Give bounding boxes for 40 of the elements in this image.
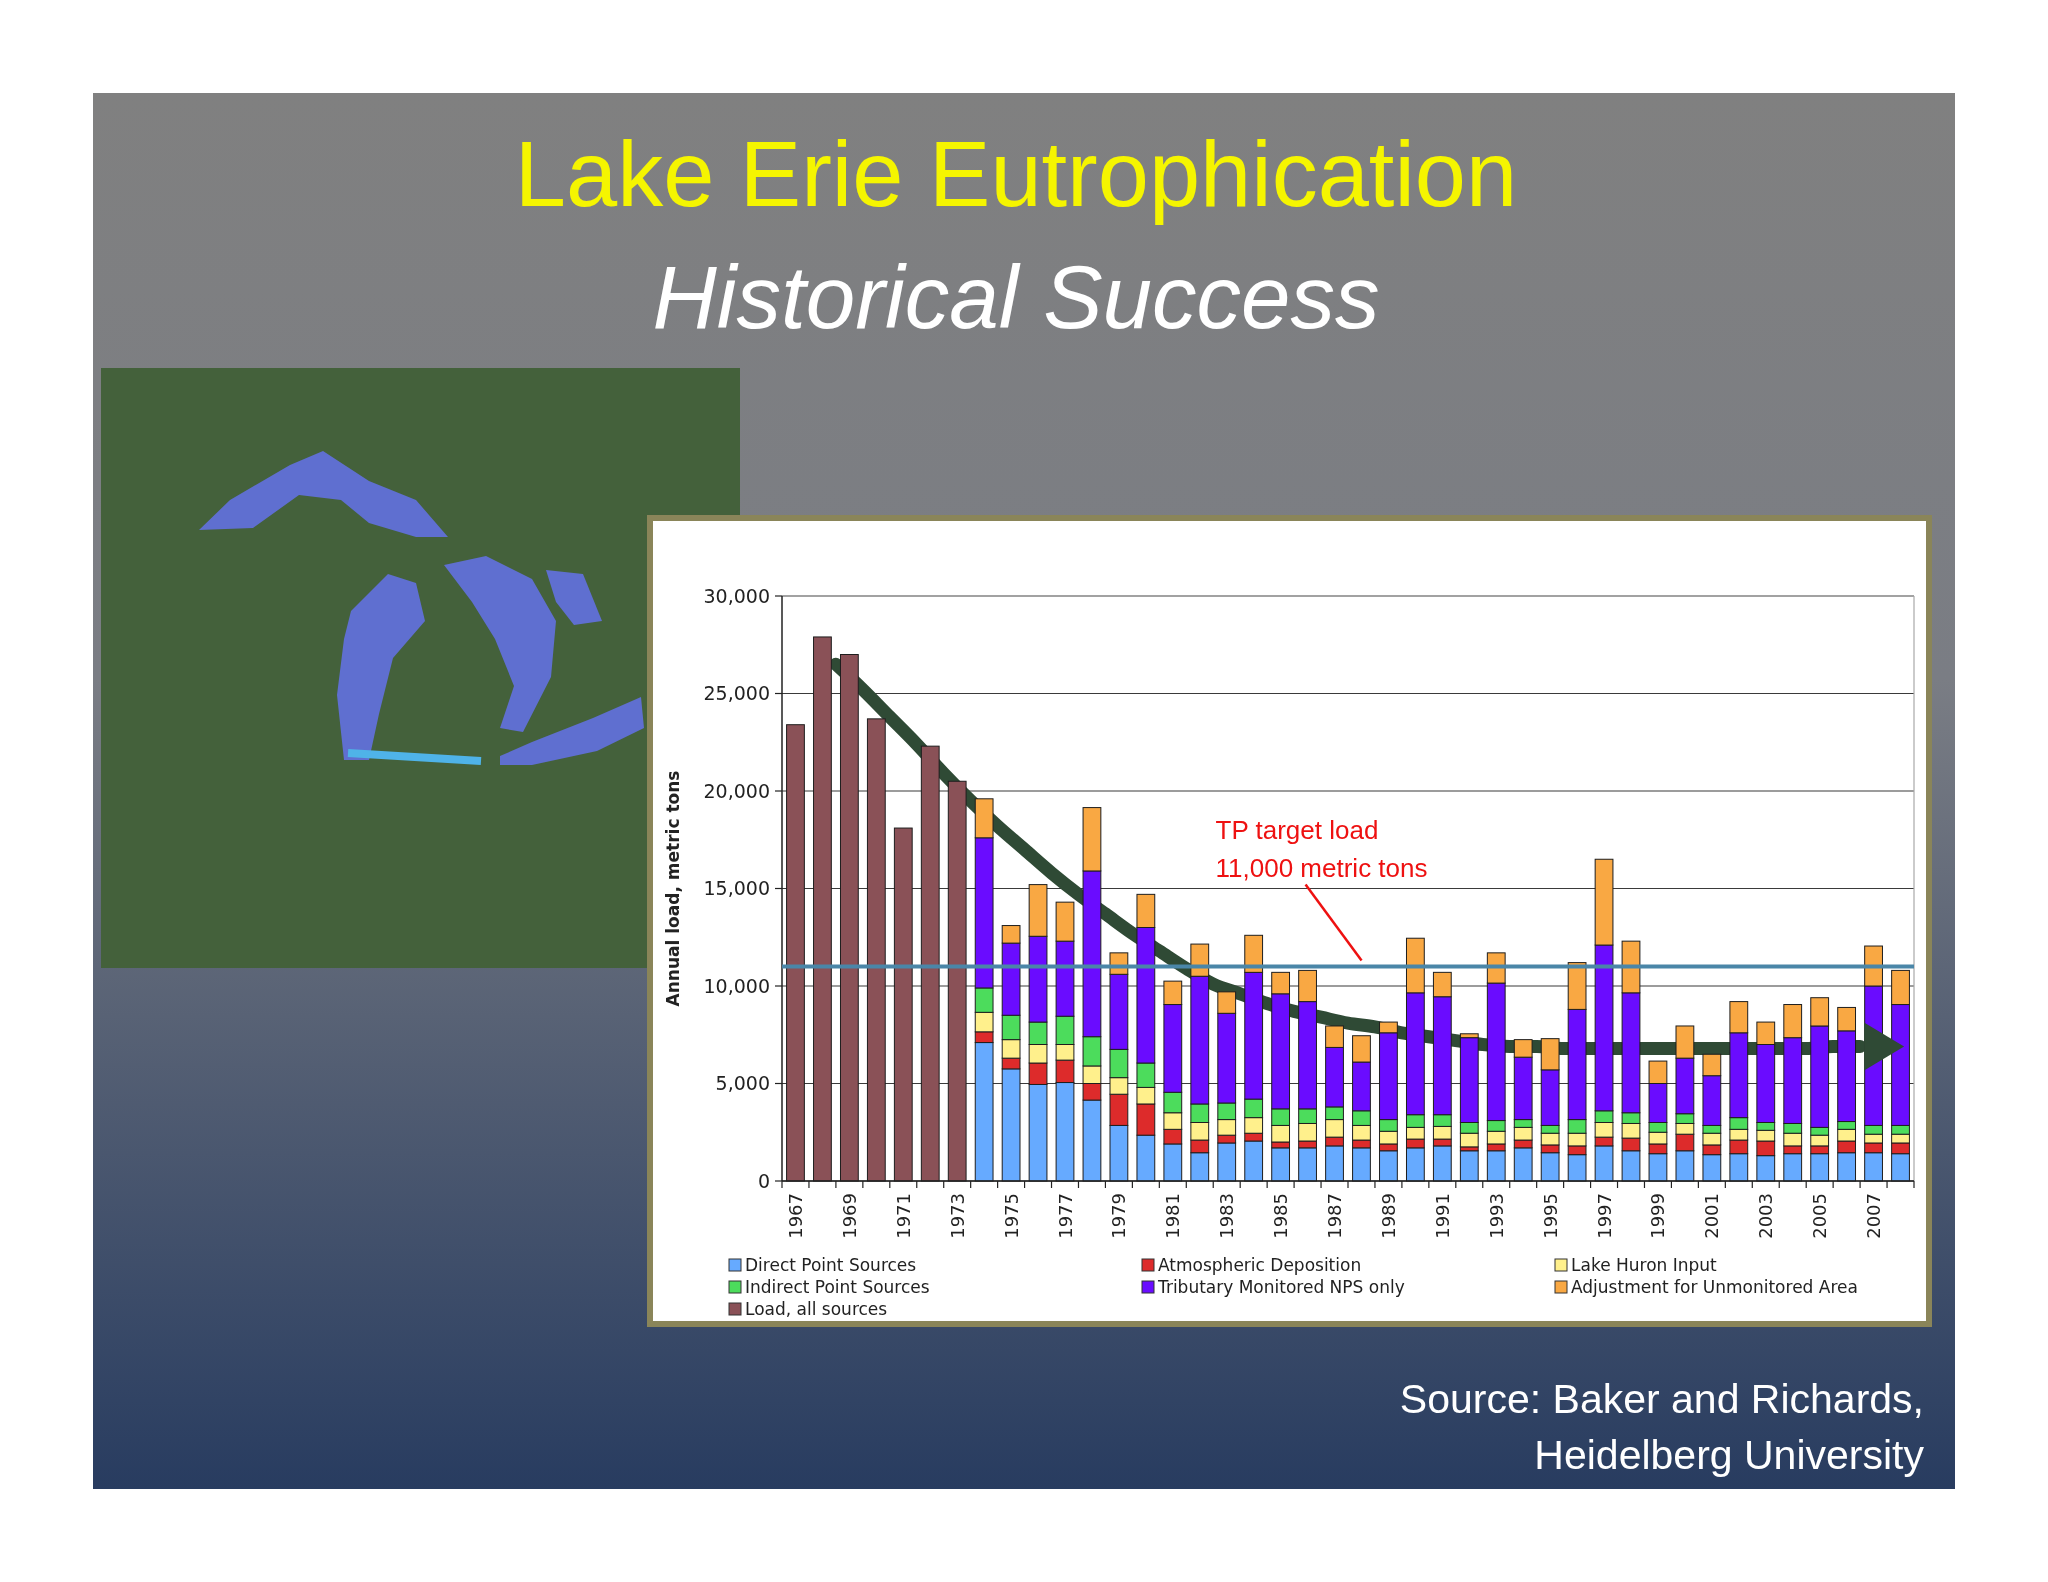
x-tick-label: 1999 [1647,1193,1669,1239]
x-tick-label: 1983 [1216,1193,1238,1239]
x-tick-label: 1997 [1593,1193,1615,1239]
x-tick-label: 1969 [838,1193,860,1239]
x-tick-label: 1993 [1485,1193,1507,1239]
x-tick-label: 1995 [1539,1193,1561,1239]
legend-label: Indirect Point Sources [745,1277,930,1297]
y-tick-label: 10,000 [703,974,770,997]
x-tick-label: 1989 [1377,1193,1399,1239]
x-tick-label: 2007 [1863,1193,1885,1239]
legend-label: Direct Point Sources [745,1255,917,1275]
ref-line-label: TP target load 11,000 metric tons [1215,814,1428,883]
x-tick-label: 1991 [1431,1193,1453,1239]
x-tick-label: 2005 [1809,1193,1831,1239]
legend-label: Tributary Monitored NPS only [1157,1277,1405,1297]
x-tick-label: 1975 [1000,1193,1022,1239]
legend-label: Load, all sources [745,1299,888,1319]
chart-title: Lake Erie Eutrophication [514,123,1518,225]
x-tick-label: 2001 [1701,1193,1723,1239]
y-tick-label: 15,000 [703,877,770,900]
y-tick-label: 30,000 [703,584,770,607]
x-tick-label: 1967 [784,1193,806,1239]
source-note: Source: Baker and Richards, Heidelberg University [1399,1376,1925,1478]
chart-subtitle: Historical Success [652,247,1380,347]
x-tick-label: 2003 [1755,1193,1777,1239]
legend-label: Atmospheric Deposition [1158,1255,1362,1275]
x-tick-label: 1981 [1162,1193,1184,1239]
y-tick-label: 20,000 [703,779,770,802]
x-tick-label: 1971 [892,1193,914,1239]
y-axis-title: Annual load, metric tons [663,770,683,1007]
x-tick-label: 1987 [1324,1193,1346,1239]
legend-label: Adjustment for Unmonitored Area [1571,1277,1858,1297]
y-tick-label: 5,000 [715,1072,770,1095]
y-tick-label: 0 [757,1169,770,1192]
x-tick-label: 1985 [1270,1193,1292,1239]
x-tick-label: 1977 [1054,1193,1076,1239]
y-tick-label: 25,000 [703,682,770,705]
legend-label: Lake Huron Input [1571,1255,1718,1275]
x-tick-label: 1973 [946,1193,968,1239]
x-tick-label: 1979 [1108,1193,1130,1239]
